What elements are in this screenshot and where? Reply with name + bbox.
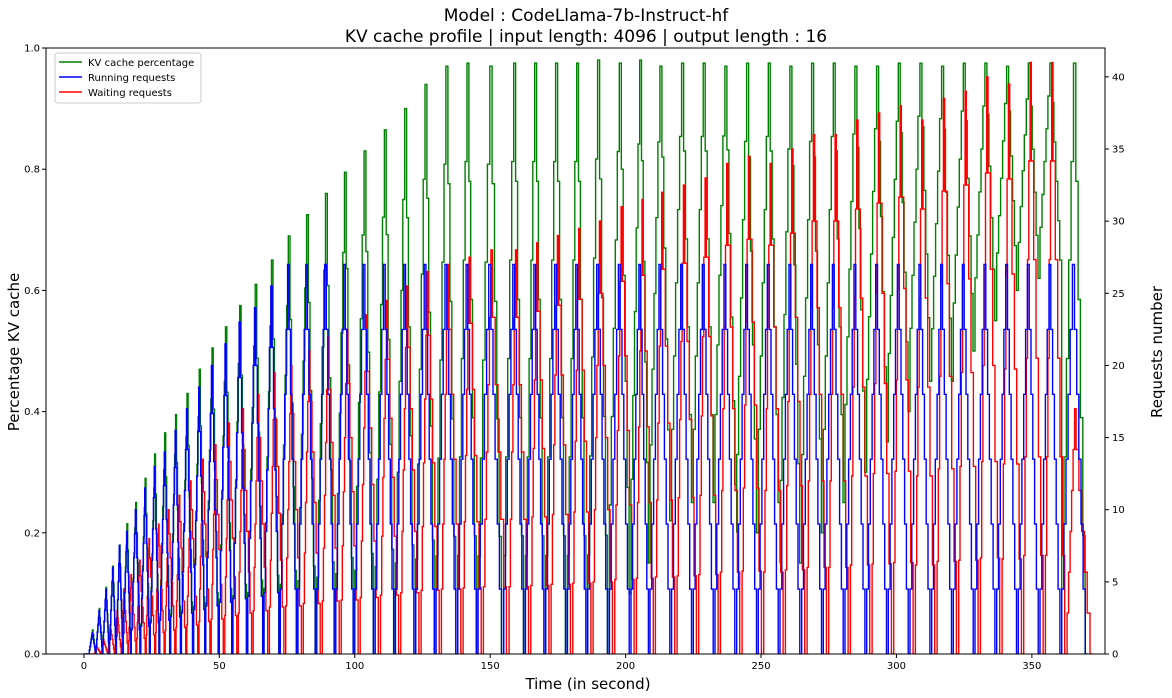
y2-tick-label: 15 (1112, 433, 1125, 444)
x-tick-label: 250 (751, 661, 770, 672)
y2-axis-label: Requests number (1148, 285, 1166, 418)
x-axis-label: Time (in second) (524, 675, 650, 693)
x-tick-label: 0 (81, 661, 87, 672)
plot-frame (45, 47, 1106, 655)
series-group (83, 59, 1093, 654)
plot-area: 0 50 100 150 200 250 300 350 0.0 0.2 0.4 0.6 0.8 1.0 0… (24, 44, 1125, 673)
y2-tick-label: 25 (1112, 289, 1125, 300)
y-tick-label: 0.8 (24, 165, 40, 176)
y-tick-label: 1.0 (24, 44, 40, 55)
legend-item-running: Running requests (88, 73, 175, 84)
y2-tick-label: 10 (1112, 505, 1125, 516)
y2-tick-label: 40 (1112, 72, 1125, 83)
x-tick-label: 200 (616, 661, 635, 672)
y-tick-label: 0.4 (24, 407, 40, 418)
x-tick-label: 100 (345, 661, 364, 672)
y-tick-label: 0.0 (24, 650, 40, 661)
x-tick-label: 150 (481, 661, 500, 672)
legend-box (54, 52, 202, 104)
y2-tick-label: 5 (1112, 577, 1118, 588)
x-tick-label: 50 (213, 661, 226, 672)
chart-title: Model : CodeLlama-7b-Instruct-hf KV cach… (345, 6, 827, 47)
y-axis-label: Percentage KV cache (5, 273, 23, 431)
y2-tick-label: 30 (1112, 217, 1125, 228)
x-tick-label: 350 (1022, 661, 1041, 672)
y2-tick-label: 0 (1112, 650, 1118, 661)
running-requests-line (83, 263, 1088, 654)
y2-tick-label: 35 (1112, 145, 1125, 156)
chart-title-line-2: KV cache profile | input length: 4096 | … (345, 27, 827, 47)
chart-title-line-1: Model : CodeLlama-7b-Instruct-hf (444, 6, 730, 26)
legend-item-waiting: Waiting requests (88, 88, 172, 99)
y-tick-label: 0.2 (24, 528, 40, 539)
legend-item-kv-cache: KV cache percentage (88, 58, 194, 69)
y2-tick-label: 20 (1112, 361, 1125, 372)
x-tick-label: 300 (887, 661, 906, 672)
legend: KV cache percentage Running requests Waiti… (54, 52, 202, 104)
y-tick-label: 0.6 (24, 286, 40, 297)
